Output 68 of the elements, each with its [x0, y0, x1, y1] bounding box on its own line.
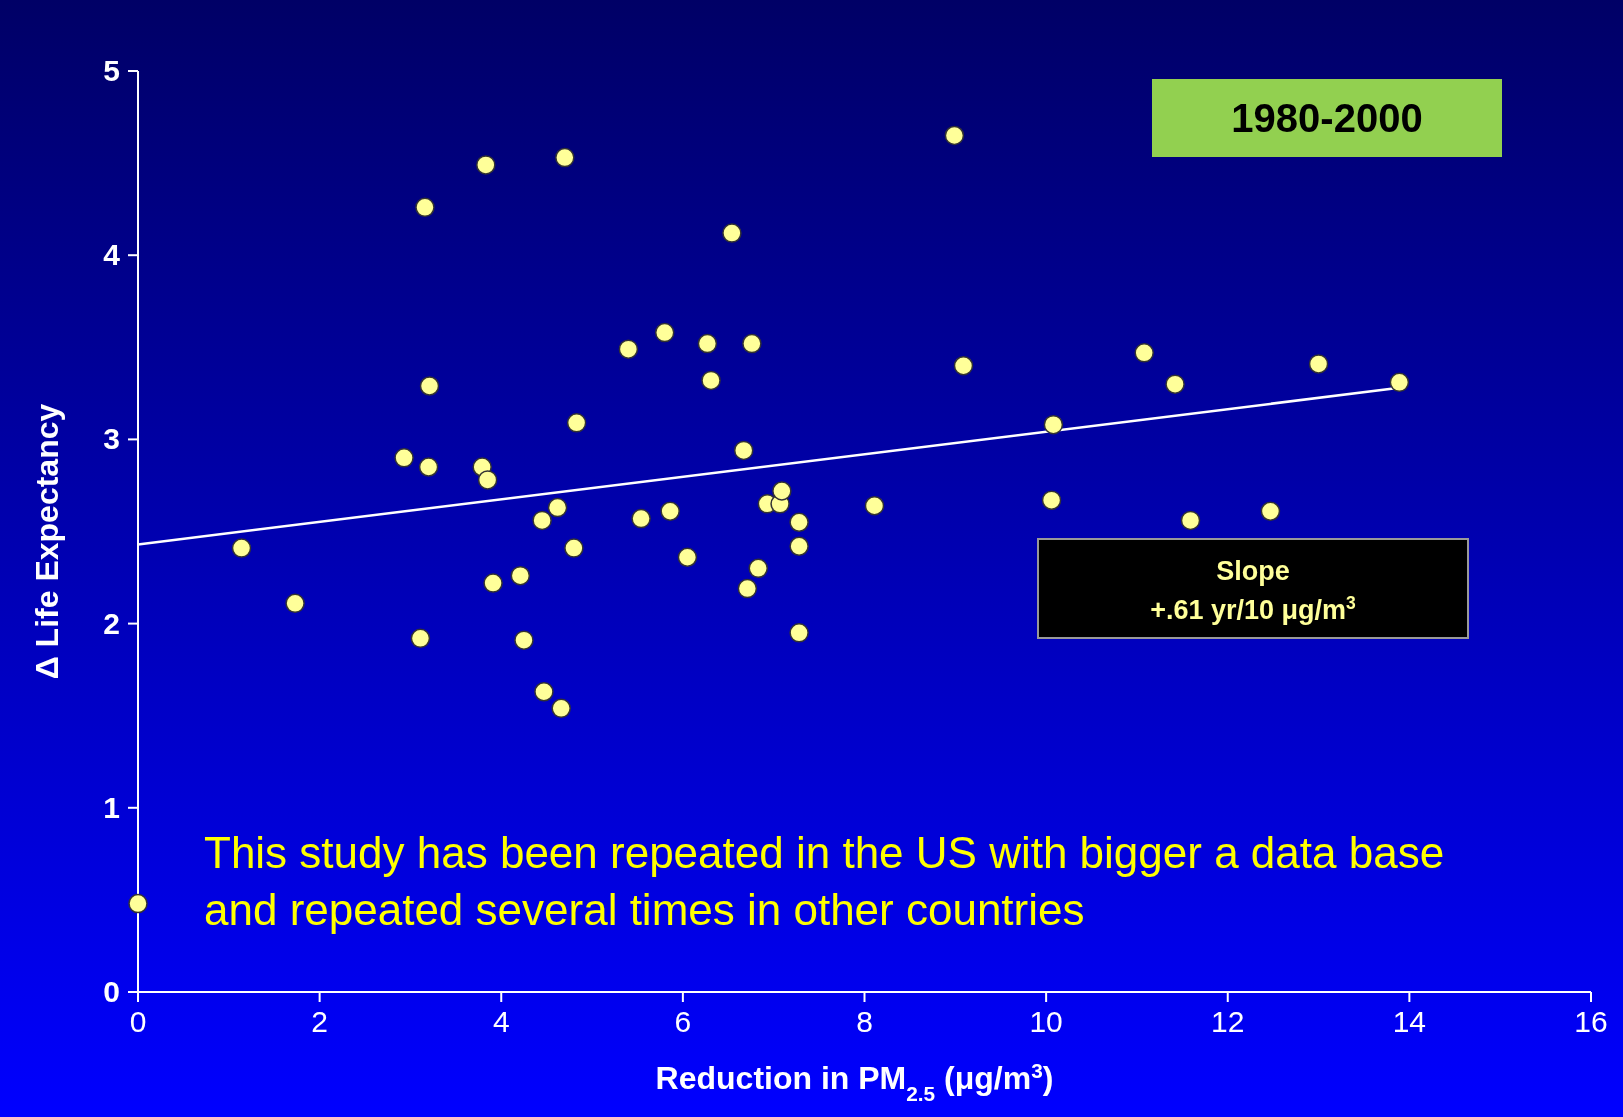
- point: [1260, 501, 1281, 521]
- point: [789, 623, 809, 643]
- x-tick-label: 14: [1392, 1005, 1427, 1038]
- x-tick-label: 8: [856, 1005, 873, 1038]
- point: [737, 578, 758, 599]
- x-tick-label: 0: [129, 1005, 147, 1038]
- point: [789, 512, 809, 533]
- point: [566, 413, 587, 433]
- point: [477, 470, 498, 490]
- annotation: This study has been repeated in the US with bigger a data base and repeated several times in other countries: [204, 828, 1445, 934]
- point: [1165, 374, 1185, 394]
- point: [772, 481, 792, 501]
- x-tick-label: 4: [492, 1005, 510, 1038]
- point: [128, 893, 148, 914]
- point: [1180, 510, 1201, 531]
- point: [555, 147, 575, 168]
- point: [1134, 343, 1154, 363]
- y-tick-label: 0: [103, 975, 120, 1008]
- point: [564, 538, 584, 558]
- point: [231, 538, 252, 558]
- point: [285, 593, 305, 614]
- y-tick-label: 1: [103, 790, 120, 824]
- x-axis-title: Reduction in PM$_{2.5}$ (μg/m$^{3}$): [655, 1058, 1054, 1105]
- point: [1308, 354, 1329, 374]
- annotation: 1980-2000: [1231, 96, 1423, 140]
- point: [742, 333, 762, 354]
- point: [654, 322, 675, 343]
- y-tick-label: 3: [103, 422, 120, 456]
- point: [415, 197, 435, 218]
- point: [532, 510, 552, 531]
- x-tick-label: 2: [311, 1005, 328, 1038]
- y-tick-label: 2: [103, 606, 120, 640]
- y-axis-title: Δ Life Expectancy: [29, 403, 65, 680]
- annotation: +.61 yr/10 μg/m$^{3}$: [1150, 593, 1357, 625]
- x-tick-label: 6: [674, 1005, 692, 1038]
- point: [944, 125, 965, 146]
- x-tick-label: 10: [1029, 1005, 1063, 1038]
- point: [677, 547, 698, 568]
- x-tick-label: 12: [1211, 1005, 1245, 1038]
- point: [631, 508, 651, 529]
- point: [410, 628, 431, 649]
- point: [618, 339, 639, 359]
- point: [547, 497, 568, 518]
- point: [1041, 490, 1062, 510]
- point: [419, 376, 440, 396]
- y-tick-label: 4: [103, 238, 121, 272]
- point: [534, 682, 554, 702]
- annotation: Slope: [1216, 556, 1290, 586]
- point: [733, 440, 754, 461]
- point: [551, 698, 571, 719]
- point: [953, 355, 974, 376]
- point: [510, 565, 531, 586]
- point: [748, 558, 768, 579]
- point: [789, 536, 809, 556]
- point: [722, 223, 742, 243]
- point: [514, 630, 534, 650]
- x-tick-label: 16: [1574, 1005, 1608, 1038]
- y-tick-label: 5: [103, 54, 120, 87]
- point: [483, 573, 503, 593]
- point: [701, 370, 721, 391]
- point: [660, 501, 680, 521]
- point: [418, 457, 439, 477]
- point: [476, 155, 496, 175]
- point: [394, 448, 414, 468]
- point: [1389, 372, 1410, 393]
- point: [697, 333, 718, 354]
- point: [864, 495, 885, 516]
- point: [1043, 414, 1064, 435]
